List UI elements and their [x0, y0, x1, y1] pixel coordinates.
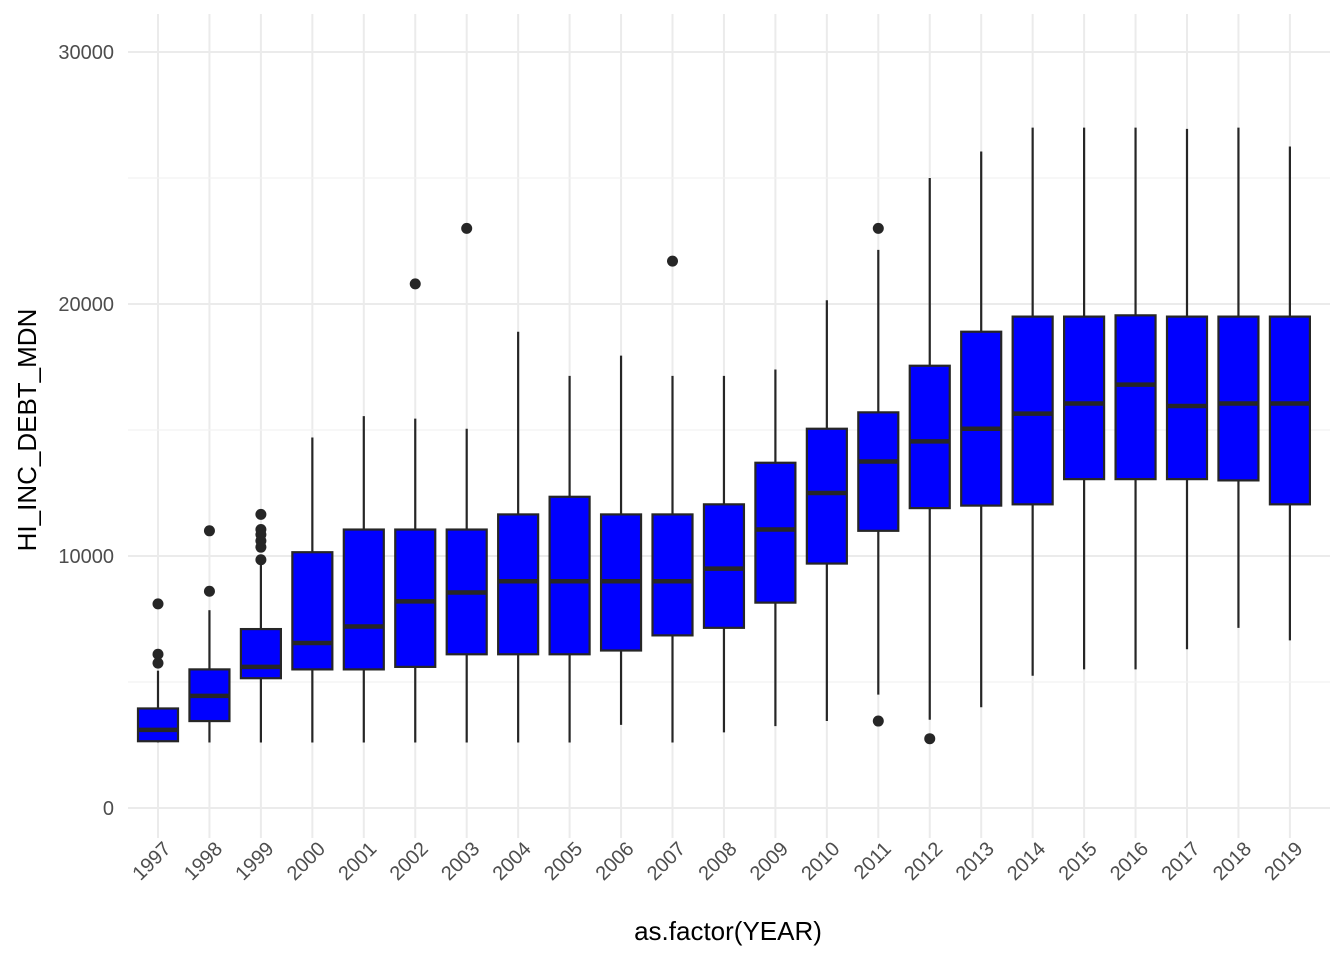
x-tick-label: 2015: [1055, 838, 1102, 885]
box-2008: [702, 375, 746, 733]
box-2013: [960, 151, 1003, 708]
box-body: [548, 495, 591, 656]
y-tick-label: 10000: [58, 546, 114, 568]
box-2016: [1114, 127, 1157, 670]
box-1997: [136, 598, 180, 743]
box-2000: [291, 437, 334, 743]
x-axis-title: as.factor(YEAR): [634, 916, 822, 946]
box-2005: [548, 375, 591, 743]
outlier-point: [872, 222, 884, 234]
box-body: [394, 528, 437, 668]
x-tick-label: 2002: [386, 838, 433, 885]
x-tick-label: 1999: [231, 838, 278, 885]
y-tick-label: 30000: [58, 42, 114, 64]
outlier-point: [255, 524, 267, 536]
box-2002: [394, 278, 437, 743]
box-body: [960, 330, 1003, 507]
box-1999: [239, 508, 282, 743]
box-body: [908, 364, 951, 510]
outlier-point: [152, 657, 164, 669]
box-2017: [1165, 128, 1209, 650]
box-body: [1114, 314, 1157, 481]
box-2006: [599, 355, 643, 725]
box-2014: [1011, 127, 1054, 676]
x-tick-label: 2010: [797, 838, 844, 885]
box-body: [1062, 315, 1106, 481]
x-tick-label: 2014: [1003, 838, 1050, 885]
x-tick-label: 2016: [1106, 838, 1153, 885]
x-tick-label: 2008: [694, 838, 741, 885]
outlier-point: [409, 278, 421, 290]
box-body: [651, 513, 694, 637]
x-tick-label: 2009: [746, 838, 793, 885]
box-2011: [857, 222, 900, 727]
box-2003: [445, 222, 488, 743]
y-tick-label: 0: [103, 798, 114, 820]
outlier-point: [152, 598, 164, 610]
boxes-layer: [136, 127, 1312, 745]
y-tick-label: 20000: [58, 294, 114, 316]
x-tick-label: 2012: [900, 838, 947, 885]
x-tick-label: 1997: [129, 838, 176, 885]
box-body: [497, 513, 540, 656]
box-body: [754, 461, 797, 604]
x-tick-label: 2003: [437, 838, 484, 885]
box-body: [136, 707, 180, 743]
x-tick-label: 2001: [334, 838, 381, 885]
x-tick-label: 2011: [850, 838, 896, 884]
x-tick-label: 1998: [180, 838, 227, 885]
box-1998: [188, 525, 231, 743]
x-axis-ticks: 1997 1998 1999 2000 2001 2002 2003 2004 2005 2006…: [129, 838, 1308, 885]
outlier-point: [872, 715, 884, 727]
box-body: [239, 627, 282, 680]
box-2018: [1217, 127, 1260, 628]
x-tick-label: 2007: [643, 838, 690, 885]
box-body: [1011, 315, 1054, 506]
outlier-point: [255, 508, 267, 520]
x-tick-label: 2000: [283, 838, 330, 885]
box-body: [1268, 315, 1312, 506]
x-tick-label: 2017: [1158, 838, 1205, 885]
box-body: [857, 411, 900, 532]
box-body: [1217, 315, 1260, 482]
outlier-point: [667, 255, 678, 267]
box-2012: [908, 178, 951, 745]
x-tick-label: 2004: [489, 838, 536, 885]
box-2010: [805, 300, 848, 722]
outlier-point: [203, 525, 215, 537]
x-tick-label: 2018: [1209, 838, 1256, 885]
box-body: [805, 427, 848, 565]
box-body: [1165, 315, 1209, 481]
x-tick-label: 2006: [592, 838, 639, 885]
box-body: [342, 528, 385, 671]
box-2004: [497, 331, 540, 743]
box-2001: [342, 416, 385, 743]
outlier-point: [255, 554, 267, 566]
x-tick-label: 2013: [952, 838, 999, 885]
x-tick-label: 2005: [540, 838, 587, 885]
box-2009: [754, 369, 797, 727]
y-axis-title: HI_INC_DEBT_MDN: [12, 309, 42, 552]
outlier-point: [203, 585, 215, 597]
outlier-point: [924, 733, 936, 745]
x-tick-label: 2019: [1260, 838, 1307, 885]
outlier-point: [461, 222, 473, 234]
box-body: [702, 503, 746, 629]
box-2015: [1062, 127, 1106, 670]
box-body: [291, 551, 334, 671]
box-2007: [651, 255, 694, 743]
y-axis-ticks: 0 10000 20000 30000: [58, 42, 114, 820]
outlier-point: [152, 648, 164, 660]
box-2019: [1268, 146, 1312, 641]
